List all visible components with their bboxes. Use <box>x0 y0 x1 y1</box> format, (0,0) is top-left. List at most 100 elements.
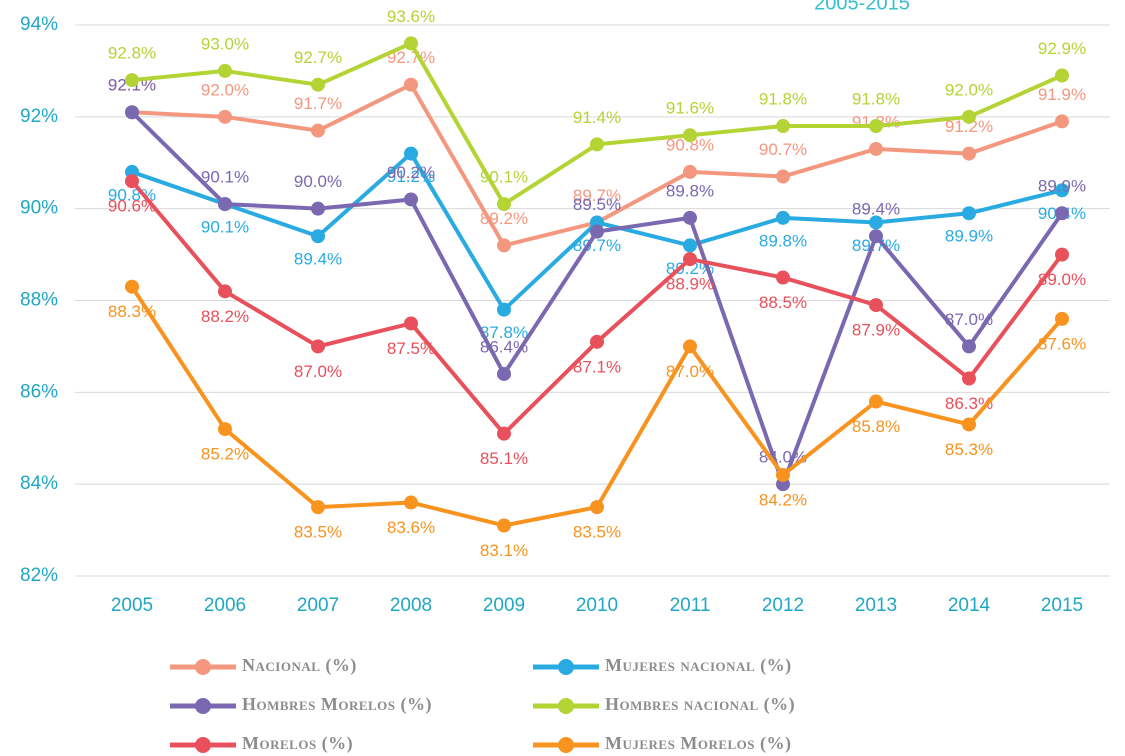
data-label: 89.4% <box>294 250 342 269</box>
data-label: 87.9% <box>852 321 900 340</box>
data-label: 93.0% <box>201 34 249 53</box>
y-tick-label: 86% <box>20 381 58 402</box>
y-tick-label: 90% <box>20 198 58 219</box>
data-label: 89.9% <box>1038 177 1086 196</box>
data-point <box>404 146 418 161</box>
data-label: 90.7% <box>759 140 807 159</box>
data-label: 90.8% <box>108 185 156 204</box>
series-line <box>130 110 1064 487</box>
data-point <box>311 77 325 92</box>
data-label: 85.2% <box>201 445 249 464</box>
data-point <box>404 192 418 207</box>
x-tick-label: 2009 <box>483 595 525 616</box>
data-label: 84.2% <box>759 490 807 509</box>
data-point <box>683 238 697 253</box>
data-label: 87.1% <box>573 357 621 376</box>
y-tick-label: 92% <box>20 106 58 127</box>
data-label: 87.0% <box>666 362 714 381</box>
data-point <box>590 500 604 515</box>
data-point <box>1055 247 1069 262</box>
data-label: 91.6% <box>666 99 714 118</box>
data-label: 85.8% <box>852 417 900 436</box>
data-point <box>1055 206 1069 221</box>
data-label: 91.8% <box>852 90 900 109</box>
data-point <box>218 63 232 78</box>
y-tick-label: 84% <box>20 473 58 494</box>
chart-title: 2005-2015 <box>814 0 910 14</box>
y-tick-label: 88% <box>20 290 58 311</box>
x-tick-label: 2014 <box>948 595 991 616</box>
data-label: 87.8% <box>480 323 528 342</box>
data-point <box>125 174 139 189</box>
data-label: 92.0% <box>945 80 993 99</box>
data-point <box>497 518 511 533</box>
data-label: 90.1% <box>201 168 249 187</box>
data-point <box>590 137 604 152</box>
legend-marker <box>558 659 574 675</box>
data-point <box>1055 183 1069 198</box>
legend-label: Morelos (%) <box>242 733 353 754</box>
data-point <box>590 224 604 239</box>
data-point <box>776 270 790 285</box>
data-label: 85.1% <box>480 449 528 468</box>
data-point <box>311 229 325 244</box>
x-tick-label: 2010 <box>576 595 618 616</box>
data-label: 92.8% <box>108 44 156 63</box>
data-point <box>776 467 790 482</box>
data-label: 90.1% <box>480 168 528 187</box>
x-tick-label: 2005 <box>111 595 153 616</box>
y-tick-label: 82% <box>20 565 58 586</box>
data-point <box>776 169 790 184</box>
data-point <box>497 302 511 317</box>
data-label: 90.1% <box>201 218 249 237</box>
data-label: 89.7% <box>573 236 621 255</box>
data-label: 90.6% <box>108 197 156 216</box>
data-label: 91.9% <box>1038 85 1086 104</box>
data-label: 83.1% <box>480 541 528 560</box>
data-point <box>962 417 976 432</box>
data-point <box>683 210 697 225</box>
data-point <box>590 334 604 349</box>
data-label: 89.4% <box>852 200 900 219</box>
data-point <box>962 109 976 124</box>
legend-marker <box>195 659 211 675</box>
data-point <box>776 210 790 225</box>
data-point <box>218 197 232 212</box>
x-tick-label: 2012 <box>762 595 804 616</box>
y-tick-label: 94% <box>20 14 58 35</box>
legend-marker <box>195 698 211 714</box>
legend-marker <box>558 698 574 714</box>
data-label: 87.6% <box>1038 334 1086 353</box>
data-point <box>683 252 697 267</box>
data-label: 91.2% <box>387 167 435 186</box>
data-label: 86.4% <box>480 337 528 356</box>
data-point <box>404 495 418 510</box>
data-label: 83.5% <box>294 523 342 542</box>
data-label: 89.7% <box>573 186 621 205</box>
data-label: 89.2% <box>666 259 714 278</box>
data-point <box>683 164 697 179</box>
data-label: 89.8% <box>666 181 714 200</box>
data-point <box>962 339 976 354</box>
data-label: 89.2% <box>480 209 528 228</box>
data-label: 92.9% <box>1038 39 1086 58</box>
x-tick-label: 2008 <box>390 595 432 616</box>
data-point <box>1055 311 1069 326</box>
data-point <box>497 426 511 441</box>
x-tick-label: 2013 <box>855 595 897 616</box>
data-point <box>311 500 325 515</box>
data-point <box>125 279 139 294</box>
data-point <box>869 215 883 230</box>
legend-label: Mujeres nacional (%) <box>605 655 792 676</box>
data-point <box>497 238 511 253</box>
data-label: 88.2% <box>201 307 249 326</box>
data-point <box>869 298 883 313</box>
data-label: 92.7% <box>294 48 342 67</box>
data-label: 87.0% <box>294 362 342 381</box>
data-point <box>962 146 976 161</box>
data-point <box>218 422 232 437</box>
data-label: 87.5% <box>387 339 435 358</box>
data-point <box>869 119 883 134</box>
data-point <box>683 128 697 143</box>
data-label: 83.6% <box>387 518 435 537</box>
